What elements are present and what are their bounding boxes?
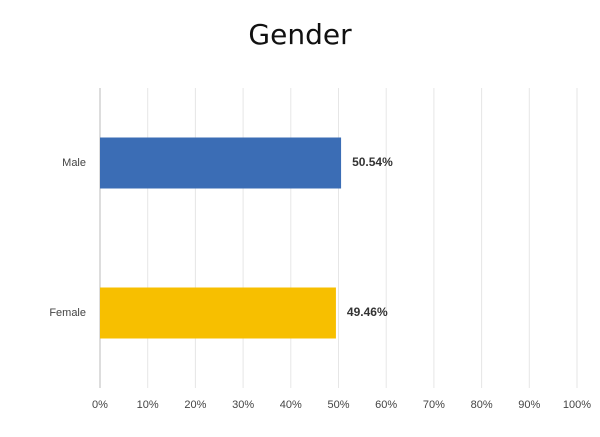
value-label: 50.54% <box>352 155 393 169</box>
x-tick-label: 50% <box>327 399 349 411</box>
x-tick-label: 100% <box>563 399 591 411</box>
x-tick-label: 20% <box>184 399 206 411</box>
bar <box>100 137 342 189</box>
x-tick-label: 40% <box>280 399 302 411</box>
x-tick-label: 60% <box>375 399 397 411</box>
x-tick-label: 10% <box>137 399 159 411</box>
x-tick-label: 70% <box>423 399 445 411</box>
x-tick-label: 90% <box>518 399 540 411</box>
value-label: 49.46% <box>347 305 388 319</box>
y-tick-label: Male <box>62 157 86 169</box>
bar <box>100 287 336 339</box>
chart-title: Gender <box>248 18 352 51</box>
x-tick-label: 80% <box>471 399 493 411</box>
y-tick-label: Female <box>49 307 86 319</box>
x-tick-label: 0% <box>92 399 108 411</box>
x-tick-label: 30% <box>232 399 254 411</box>
